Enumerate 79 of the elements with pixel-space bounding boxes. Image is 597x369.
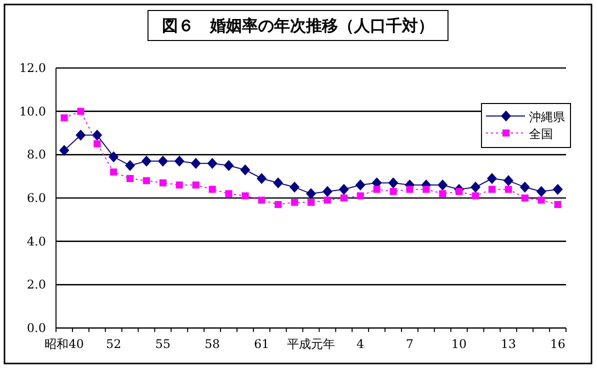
- chart-title: 図６ 婚姻率の年次推移（人口千対）: [162, 16, 434, 35]
- point: [356, 192, 364, 200]
- point: [338, 184, 349, 195]
- point: [422, 186, 430, 193]
- point: [470, 182, 481, 193]
- point: [552, 184, 563, 195]
- x-tick-label: 55: [155, 337, 171, 351]
- point: [355, 180, 366, 190]
- point: [554, 201, 562, 208]
- point: [125, 160, 136, 171]
- y-tick-label: 4.0: [26, 234, 46, 248]
- x-tick-label: 昭和40: [44, 337, 84, 351]
- point: [92, 130, 102, 141]
- point: [388, 177, 398, 188]
- point: [340, 194, 348, 202]
- point: [192, 182, 200, 188]
- point: [240, 164, 250, 176]
- point: [190, 158, 201, 169]
- point: [208, 186, 216, 193]
- y-tick-label: 8.0: [26, 148, 46, 162]
- point: [126, 175, 134, 182]
- point: [94, 140, 101, 148]
- point: [538, 196, 545, 204]
- x-tick-label: 10: [451, 337, 467, 351]
- point: [77, 108, 84, 115]
- point: [176, 182, 183, 188]
- point: [504, 186, 512, 193]
- point: [390, 188, 397, 195]
- point: [322, 186, 332, 197]
- point: [141, 156, 152, 167]
- point: [373, 186, 380, 193]
- point: [207, 158, 218, 169]
- point: [159, 179, 166, 186]
- legend-label: 全国: [529, 127, 553, 141]
- point: [225, 190, 232, 198]
- point: [324, 196, 331, 204]
- point: [158, 156, 168, 167]
- point: [488, 186, 496, 193]
- point: [438, 180, 448, 190]
- x-tick-label: 61: [254, 337, 270, 351]
- point: [486, 173, 497, 184]
- y-tick-label: 0.0: [26, 321, 46, 335]
- point: [258, 196, 266, 204]
- point: [439, 190, 446, 198]
- point: [59, 144, 70, 156]
- point: [274, 201, 282, 208]
- x-tick-label: 16: [550, 337, 566, 351]
- point: [521, 194, 528, 202]
- point: [108, 151, 119, 162]
- point: [60, 114, 68, 122]
- x-tick-label: 13: [500, 337, 516, 351]
- point: [291, 198, 298, 206]
- point: [503, 175, 514, 186]
- point: [472, 192, 480, 200]
- point: [306, 188, 316, 200]
- point: [273, 177, 284, 188]
- point: [224, 160, 234, 171]
- point: [174, 156, 184, 167]
- x-tick-label: 52: [106, 337, 122, 351]
- point: [76, 130, 86, 141]
- y-tick-label: 10.0: [19, 104, 46, 118]
- y-tick-label: 12.0: [19, 61, 46, 75]
- legend-label: 沖縄県: [529, 110, 565, 124]
- x-tick-label: 平成元年: [287, 337, 335, 351]
- point: [110, 168, 118, 176]
- y-tick-label: 2.0: [26, 278, 46, 292]
- point: [142, 177, 150, 184]
- point: [290, 182, 300, 193]
- point: [456, 188, 463, 195]
- point: [520, 182, 530, 193]
- x-tick-label: 58: [204, 337, 220, 351]
- y-tick-label: 6.0: [26, 191, 46, 205]
- point: [406, 186, 414, 193]
- point: [536, 186, 546, 197]
- point: [242, 192, 249, 200]
- point: [308, 198, 314, 206]
- x-tick-label: 7: [406, 337, 414, 351]
- x-tick-label: 4: [356, 337, 365, 351]
- point: [256, 173, 267, 184]
